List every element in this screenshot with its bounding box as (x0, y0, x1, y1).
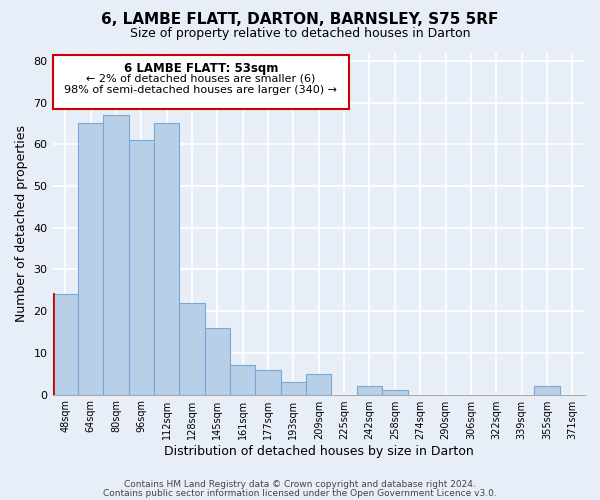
Bar (154, 124, 179, 394)
Bar (230, 366, 256, 394)
Text: 98% of semi-detached houses are larger (340) →: 98% of semi-detached houses are larger (… (64, 85, 337, 95)
Bar (357, 386, 382, 394)
Text: Contains public sector information licensed under the Open Government Licence v3: Contains public sector information licen… (103, 488, 497, 498)
Text: Contains HM Land Registry data © Crown copyright and database right 2024.: Contains HM Land Registry data © Crown c… (124, 480, 476, 489)
Bar (306, 374, 331, 394)
FancyBboxPatch shape (53, 54, 349, 109)
Bar (281, 382, 306, 394)
Bar (534, 386, 560, 394)
Bar (53, 294, 78, 394)
Bar (128, 140, 154, 394)
Bar (382, 390, 407, 394)
X-axis label: Distribution of detached houses by size in Darton: Distribution of detached houses by size … (164, 444, 473, 458)
Y-axis label: Number of detached properties: Number of detached properties (15, 125, 28, 322)
Bar (256, 370, 281, 394)
Text: Size of property relative to detached houses in Darton: Size of property relative to detached ho… (130, 28, 470, 40)
Text: ← 2% of detached houses are smaller (6): ← 2% of detached houses are smaller (6) (86, 74, 316, 84)
Bar (78, 124, 103, 394)
Bar (103, 115, 128, 394)
Text: 6 LAMBE FLATT: 53sqm: 6 LAMBE FLATT: 53sqm (124, 62, 278, 74)
Bar (179, 303, 205, 394)
Bar (205, 328, 230, 394)
Text: 6, LAMBE FLATT, DARTON, BARNSLEY, S75 5RF: 6, LAMBE FLATT, DARTON, BARNSLEY, S75 5R… (101, 12, 499, 28)
